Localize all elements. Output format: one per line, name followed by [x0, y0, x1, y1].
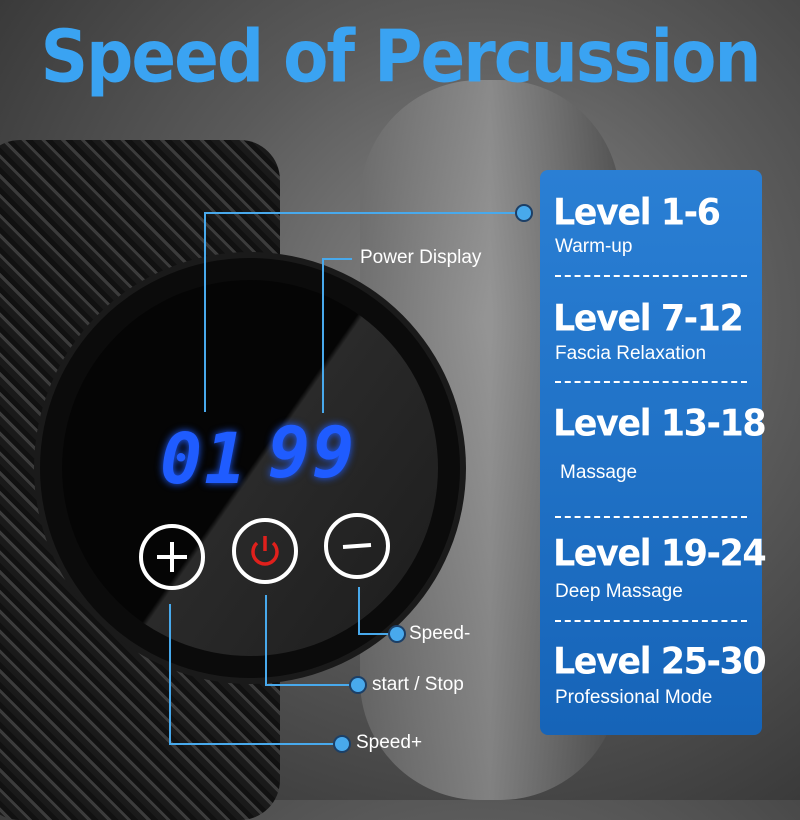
level-readout: 01	[160, 418, 249, 500]
speed-plus-label: Speed+	[356, 732, 423, 753]
speed-minus-button[interactable]	[324, 513, 390, 579]
callout-line	[322, 258, 324, 413]
callout-dot	[335, 737, 349, 751]
callout-line	[322, 258, 352, 260]
divider	[555, 516, 747, 518]
callout-line	[204, 212, 206, 412]
speed-plus-button[interactable]	[139, 524, 205, 590]
minus-icon	[342, 543, 372, 549]
power-icon	[251, 536, 279, 566]
callout-line	[358, 633, 394, 635]
start-stop-label: start / Stop	[372, 674, 464, 695]
power-button[interactable]	[232, 518, 298, 584]
control-panel-face	[62, 280, 438, 656]
plus-icon	[157, 542, 187, 572]
callout-line	[169, 743, 339, 745]
level-panel	[540, 170, 762, 735]
power-readout: 99	[268, 412, 357, 494]
level-subtitle: Deep Massage	[555, 581, 683, 602]
level-title: Level 13-18	[553, 403, 767, 445]
level-title: Level 19-24	[553, 533, 767, 575]
callout-dot	[390, 627, 404, 641]
callout-dot	[351, 678, 365, 692]
speed-minus-label: Speed-	[409, 623, 471, 644]
callout-line	[265, 595, 267, 685]
callout-line	[169, 604, 171, 744]
divider	[555, 620, 747, 622]
divider	[555, 381, 747, 383]
callout-dot	[517, 206, 531, 220]
callout-line	[265, 684, 355, 686]
level-subtitle: Professional Mode	[555, 687, 713, 708]
level-title: Level 1-6	[553, 192, 721, 234]
level-subtitle: Warm-up	[555, 236, 633, 257]
callout-line	[204, 212, 522, 214]
page-title: Speed of Percussion	[40, 14, 762, 99]
level-title: Level 7-12	[553, 298, 744, 340]
level-subtitle: Massage	[560, 462, 638, 483]
level-subtitle: Fascia Relaxation	[555, 343, 707, 364]
level-title: Level 25-30	[553, 641, 767, 683]
divider	[555, 275, 747, 277]
power-display-label: Power Display	[360, 247, 482, 268]
callout-line	[358, 587, 360, 634]
